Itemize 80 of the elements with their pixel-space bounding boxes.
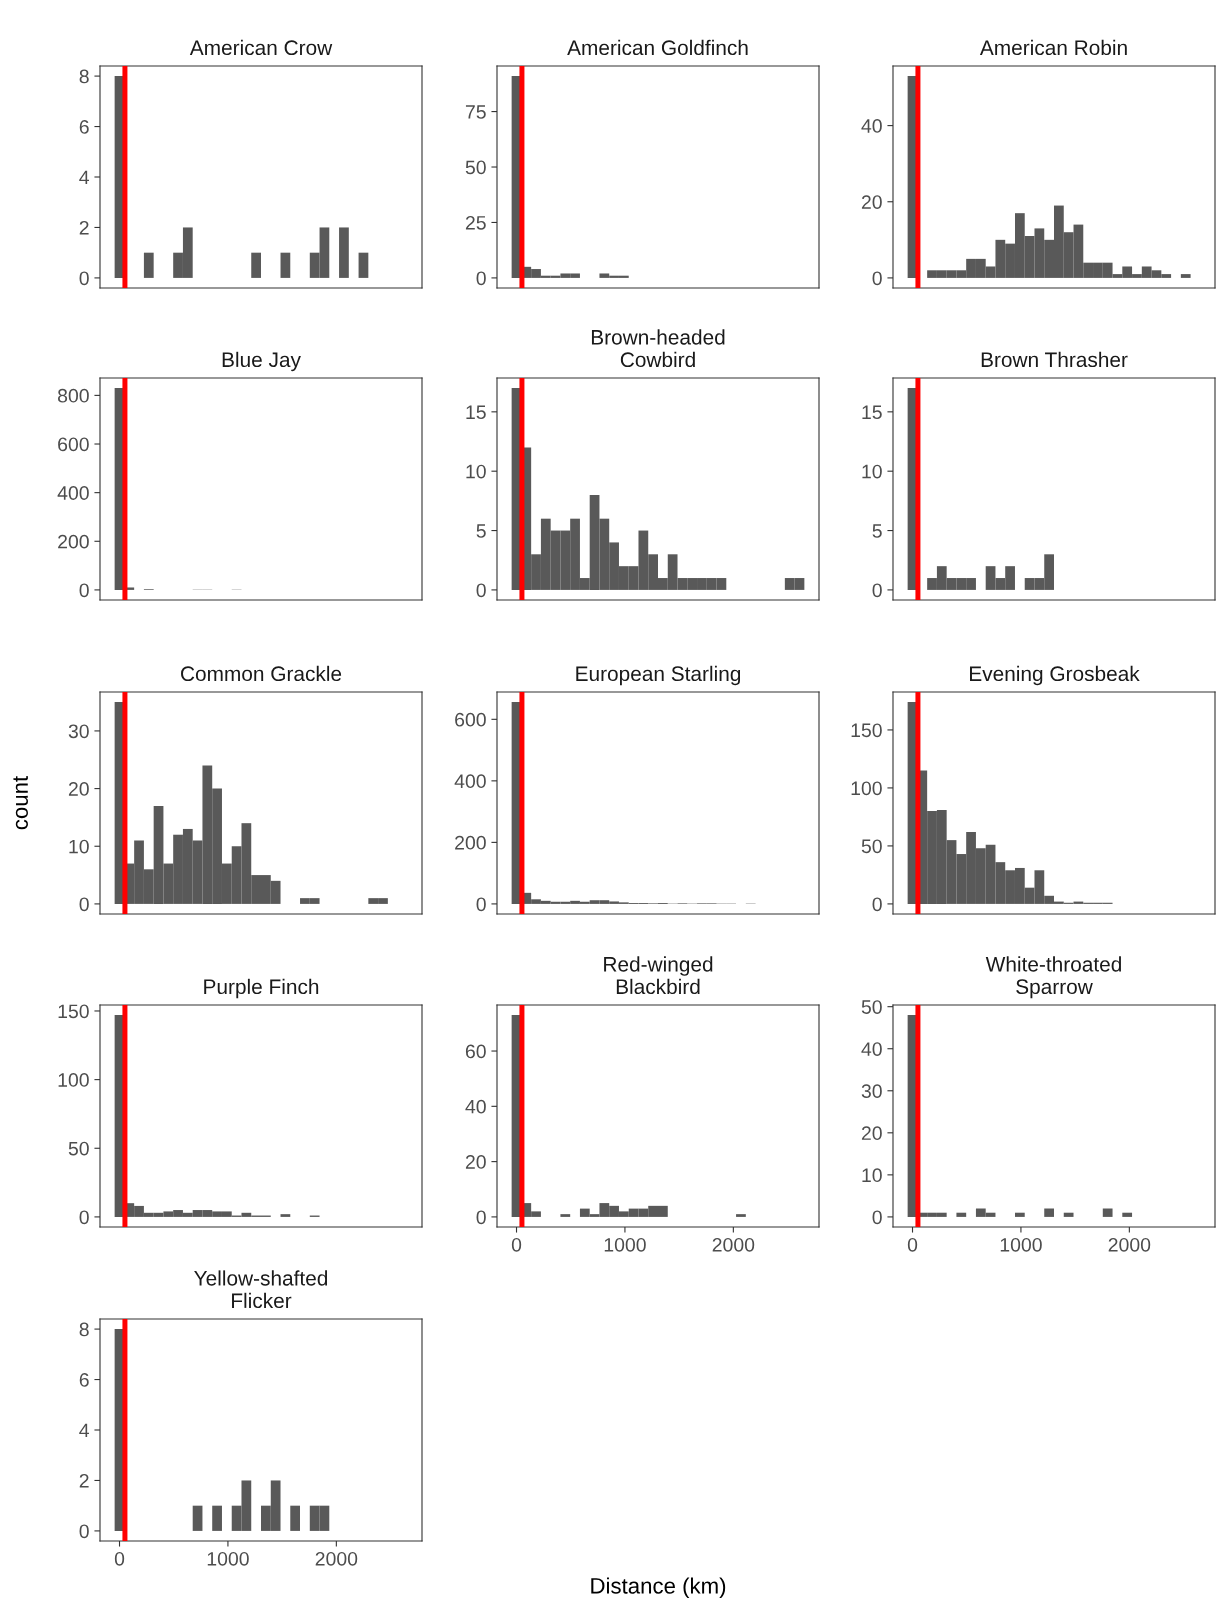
y-tick-label: 6 (79, 120, 89, 134)
y-tick-label: 0 (476, 583, 486, 598)
x-tick-label: 2000 (1108, 1237, 1151, 1252)
y-tick-label: 15 (466, 405, 486, 420)
y-tick-label: 6 (79, 1373, 89, 1387)
chart-title: American Crow (189, 39, 333, 56)
chart-title: Red-winged Blackbird (604, 956, 713, 995)
y-tick-label: 0 (476, 271, 486, 286)
chart-title: White-throated Sparrow (985, 956, 1121, 999)
y-tick-label: 40 (861, 119, 882, 133)
y-tick-label: 100 (851, 781, 882, 796)
y-tick-label: 10 (69, 839, 89, 854)
chart-title: Blue Jay (222, 351, 301, 372)
y-tick-label: 2 (79, 220, 89, 235)
y-tick-label: 4 (79, 170, 90, 185)
y-tick-label: 15 (862, 405, 882, 420)
y-tick-label: 50 (861, 1000, 882, 1014)
chart-title: Common Grackle (181, 665, 342, 682)
x-axis-title: Distance (km) (591, 1577, 726, 1599)
x-tick-label: 1000 (1000, 1237, 1042, 1252)
y-tick-label: 50 (861, 839, 882, 854)
y-tick-label: 10 (862, 464, 882, 479)
chart-title: Purple Finch (204, 978, 319, 999)
y-tick-label: 10 (862, 1168, 882, 1183)
y-tick-label: 5 (476, 524, 486, 538)
y-tick-label: 40 (861, 1042, 882, 1056)
y-tick-label: 200 (455, 835, 486, 850)
y-tick-label: 200 (58, 534, 89, 549)
y-tick-label: 0 (79, 271, 89, 286)
x-tick-label: 2000 (712, 1237, 755, 1252)
y-tick-label: 25 (465, 215, 486, 230)
y-tick-label: 60 (465, 1044, 486, 1059)
chart-title: European Starling (576, 665, 741, 686)
y-tick-label: 0 (79, 583, 89, 598)
chart-title: American Robin (979, 39, 1127, 56)
y-tick-label: 0 (872, 583, 882, 598)
y-tick-label: 4 (79, 1423, 90, 1438)
y-tick-label: 8 (79, 69, 89, 84)
chart-title: Brown-headed Cowbird (591, 329, 725, 368)
y-tick-label: 30 (68, 724, 89, 739)
y-tick-label: 75 (465, 105, 486, 119)
y-tick-label: 40 (465, 1099, 486, 1114)
y-tick-label: 50 (68, 1141, 89, 1156)
x-tick-label: 2000 (315, 1551, 358, 1566)
x-tick-label: 0 (907, 1237, 918, 1252)
chart-title: Yellow-shafted Flicker (194, 1270, 328, 1309)
y-tick-label: 600 (58, 437, 89, 452)
y-tick-label: 20 (68, 782, 89, 796)
y-tick-label: 400 (57, 486, 89, 500)
chart-title: Brown Thrasher (981, 351, 1128, 368)
y-tick-label: 10 (466, 464, 486, 479)
x-tick-label: 1000 (207, 1551, 249, 1566)
y-tick-label: 0 (476, 897, 486, 912)
y-tick-label: 0 (872, 897, 882, 912)
y-tick-label: 600 (455, 712, 486, 727)
y-tick-label: 20 (465, 1155, 486, 1169)
y-tick-label: 0 (79, 897, 89, 912)
y-tick-label: 30 (861, 1084, 882, 1099)
y-tick-label: 20 (861, 1126, 882, 1141)
y-tick-label: 0 (79, 1524, 89, 1539)
chart-title: Evening Grosbeak (970, 665, 1140, 686)
y-tick-label: 100 (58, 1073, 89, 1087)
x-tick-label: 0 (114, 1551, 125, 1566)
y-tick-label: 0 (476, 1210, 486, 1225)
y-tick-label: 150 (851, 723, 882, 738)
x-tick-label: 1000 (604, 1237, 646, 1252)
y-tick-label: 20 (861, 195, 882, 209)
y-tick-label: 0 (872, 271, 882, 286)
y-tick-label: 800 (57, 388, 89, 403)
y-axis-title: count (13, 775, 28, 830)
chart-title: American Goldfinch (567, 39, 748, 56)
y-tick-label: 0 (872, 1210, 882, 1225)
y-tick-label: 50 (465, 160, 486, 175)
y-tick-label: 400 (454, 774, 486, 789)
x-tick-label: 0 (511, 1237, 522, 1252)
y-tick-label: 2 (79, 1473, 89, 1488)
y-tick-label: 150 (58, 1004, 89, 1019)
y-tick-label: 8 (79, 1322, 89, 1337)
y-tick-label: 5 (872, 524, 882, 538)
y-tick-label: 0 (79, 1210, 89, 1225)
